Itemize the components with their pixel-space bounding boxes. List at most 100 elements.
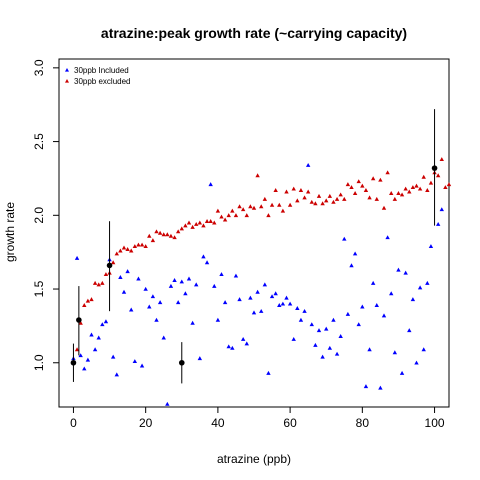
point-30ppb-included <box>407 328 412 333</box>
point-30ppb-excluded <box>284 189 289 194</box>
point-30ppb-included <box>345 311 351 316</box>
x-tick-label: 60 <box>283 416 297 430</box>
point-30ppb-excluded <box>215 208 221 213</box>
point-30ppb-excluded <box>302 195 307 200</box>
point-30ppb-included <box>237 297 242 302</box>
point-30ppb-included <box>389 291 394 296</box>
point-30ppb-excluded <box>222 217 228 222</box>
point-30ppb-included <box>222 300 228 305</box>
point-30ppb-excluded <box>240 207 246 212</box>
point-30ppb-excluded <box>259 204 264 209</box>
legend-label: 30ppb excluded <box>74 77 131 86</box>
point-30ppb-included <box>110 354 116 359</box>
point-30ppb-excluded <box>186 220 192 225</box>
x-axis-label: atrazine (ppb) <box>217 452 291 466</box>
point-30ppb-excluded <box>309 199 314 204</box>
legend-marker <box>65 79 69 83</box>
point-30ppb-included <box>302 308 307 313</box>
plot-frame <box>58 58 450 408</box>
point-30ppb-included <box>356 322 361 327</box>
point-30ppb-excluded <box>269 202 275 207</box>
point-30ppb-excluded <box>219 214 224 219</box>
point-30ppb-excluded <box>280 208 286 213</box>
point-30ppb-included <box>150 294 156 299</box>
x-tick-label: 20 <box>139 416 153 430</box>
point-30ppb-included <box>259 308 264 313</box>
point-30ppb-included <box>363 384 369 389</box>
mean-point <box>431 165 438 171</box>
point-30ppb-excluded <box>417 186 423 191</box>
point-30ppb-excluded <box>244 213 249 218</box>
point-30ppb-included <box>378 385 383 390</box>
point-30ppb-included <box>82 366 87 371</box>
point-30ppb-included <box>74 255 80 260</box>
point-30ppb-excluded <box>446 182 452 187</box>
point-30ppb-included <box>89 332 94 337</box>
point-30ppb-excluded <box>389 190 394 195</box>
point-30ppb-excluded <box>233 213 239 218</box>
point-30ppb-excluded <box>403 186 408 191</box>
point-30ppb-included <box>204 260 210 265</box>
point-30ppb-excluded <box>114 251 119 256</box>
point-30ppb-included <box>201 254 206 259</box>
point-30ppb-excluded <box>349 185 354 190</box>
legend-label: 30ppb Included <box>74 66 129 75</box>
y-tick-label: 3.0 <box>32 59 46 76</box>
point-30ppb-excluded <box>295 198 300 203</box>
point-30ppb-included <box>175 300 181 305</box>
point-30ppb-excluded <box>147 233 152 238</box>
point-30ppb-excluded <box>136 242 141 247</box>
x-tick-label: 40 <box>211 416 225 430</box>
point-30ppb-excluded <box>352 190 358 195</box>
point-30ppb-included <box>190 320 195 325</box>
point-30ppb-included <box>132 359 138 364</box>
point-30ppb-included <box>143 286 148 291</box>
point-30ppb-excluded <box>175 229 181 234</box>
point-30ppb-excluded <box>439 157 444 162</box>
point-30ppb-included <box>96 335 101 340</box>
x-tick-label: 80 <box>356 416 370 430</box>
point-30ppb-excluded <box>277 202 282 207</box>
mean-point <box>76 317 82 323</box>
point-30ppb-included <box>320 354 325 359</box>
point-30ppb-included <box>277 303 282 308</box>
point-30ppb-included <box>103 319 109 324</box>
point-30ppb-included <box>197 356 203 361</box>
point-30ppb-excluded <box>396 190 401 195</box>
point-30ppb-excluded <box>157 230 163 235</box>
point-30ppb-excluded <box>197 220 203 225</box>
point-30ppb-included <box>215 317 221 322</box>
point-30ppb-excluded <box>208 219 213 223</box>
point-30ppb-excluded <box>316 193 322 198</box>
point-30ppb-excluded <box>78 320 83 325</box>
point-30ppb-included <box>139 363 145 368</box>
point-30ppb-included <box>399 370 405 375</box>
point-30ppb-included <box>287 301 293 306</box>
point-30ppb-excluded <box>342 196 347 201</box>
point-30ppb-included <box>284 295 289 300</box>
point-30ppb-excluded <box>251 205 257 210</box>
point-30ppb-excluded <box>85 298 91 303</box>
point-30ppb-excluded <box>183 223 188 228</box>
point-30ppb-included <box>262 282 268 287</box>
point-30ppb-included <box>309 322 314 327</box>
point-30ppb-excluded <box>194 221 199 226</box>
point-30ppb-excluded <box>331 199 336 204</box>
point-30ppb-included <box>233 273 239 278</box>
point-30ppb-included <box>157 300 163 305</box>
point-30ppb-excluded <box>125 247 130 251</box>
point-30ppb-excluded <box>226 213 231 218</box>
point-30ppb-included <box>251 310 257 315</box>
point-30ppb-included <box>208 182 213 187</box>
point-30ppb-included <box>414 360 419 365</box>
point-30ppb-excluded <box>201 223 206 228</box>
point-30ppb-excluded <box>298 188 304 192</box>
point-30ppb-excluded <box>374 196 379 201</box>
point-30ppb-excluded <box>168 233 174 238</box>
point-30ppb-excluded <box>345 182 351 187</box>
point-30ppb-included <box>273 291 278 296</box>
y-tick-label: 1.0 <box>32 354 46 371</box>
point-30ppb-excluded <box>266 213 271 218</box>
point-30ppb-included <box>403 270 408 275</box>
point-30ppb-excluded <box>132 244 138 249</box>
